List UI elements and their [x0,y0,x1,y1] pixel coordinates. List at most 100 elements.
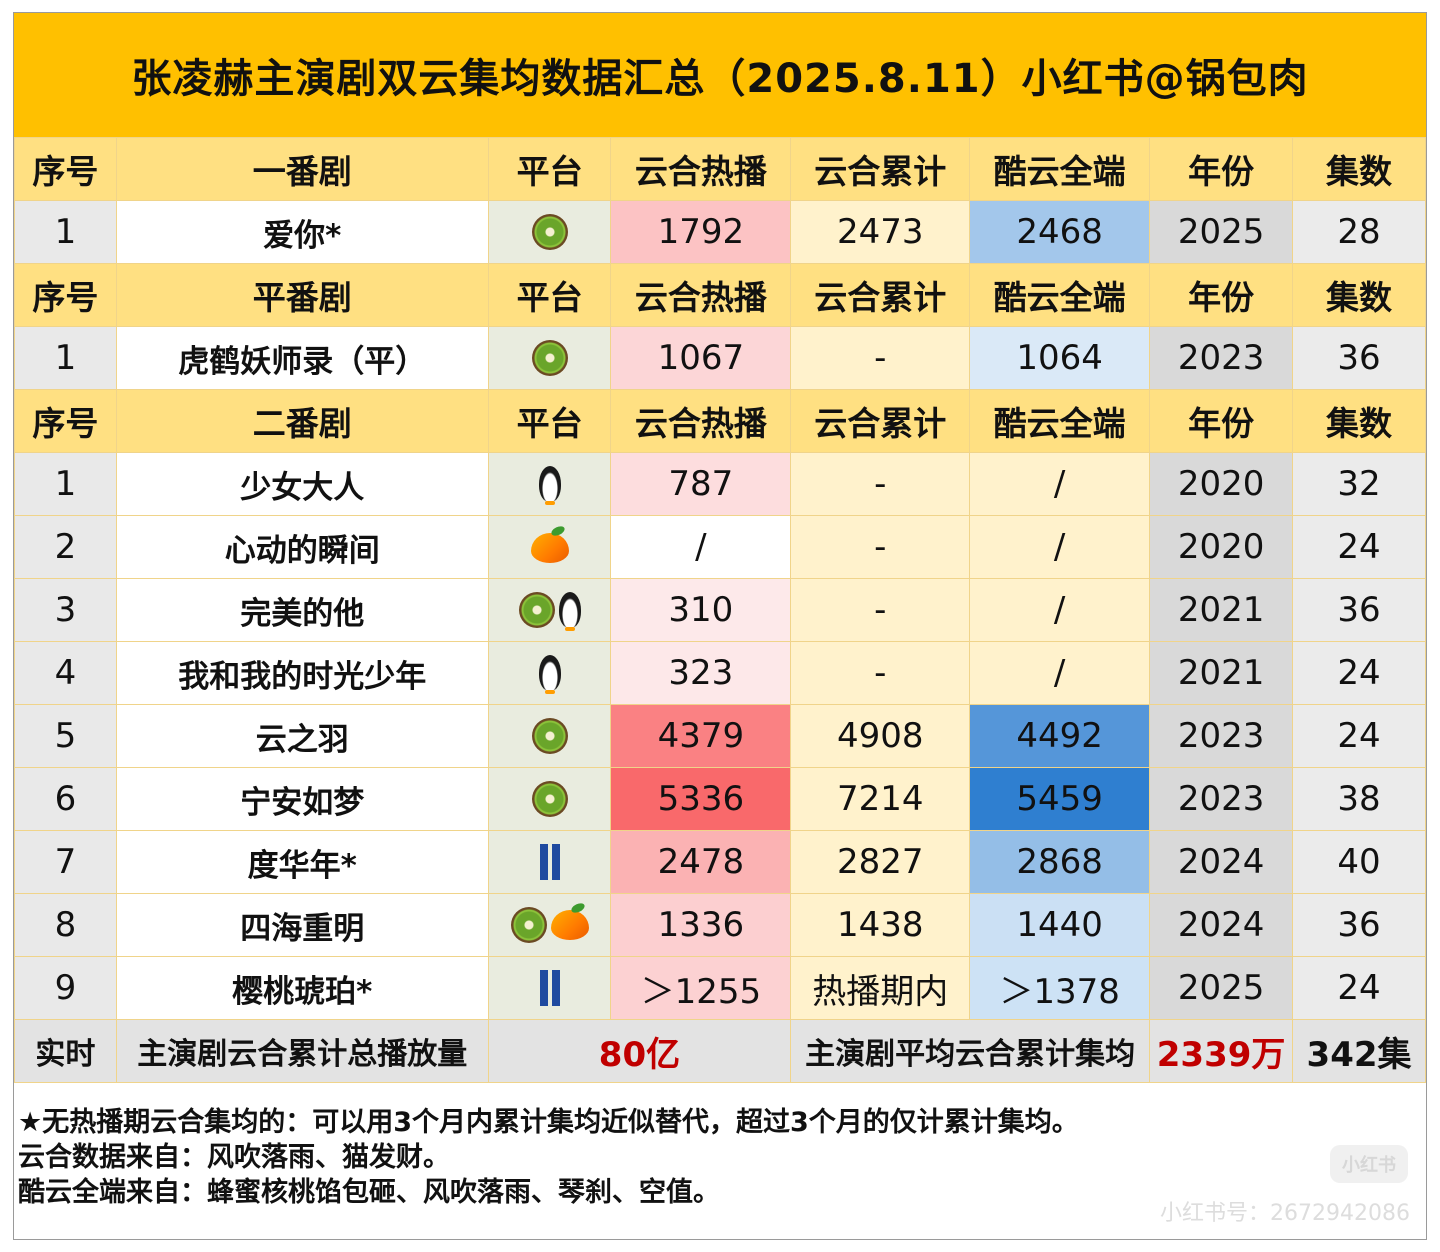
platform-cell [487,704,612,768]
platform-cell [487,956,612,1020]
kiwi-icon [531,781,568,818]
header-episodes: 集数 [1292,263,1426,327]
year-value: 2020 [1149,452,1294,516]
platform-cell [487,767,612,831]
kuyun-value: 4492 [969,704,1151,768]
drama-title: 少女大人 [115,452,489,516]
penguin-icon [538,655,561,695]
row-index: 9 [14,956,117,1020]
header-index: 序号 [14,389,117,453]
year-value: 2025 [1149,956,1294,1020]
table-row: 3 完美的他 310-/2021 36 [14,578,1426,642]
yunhe-hot-value: 323 [610,641,792,705]
platform-cell [487,641,612,705]
section-header-row: 序号 二番剧 平台 云合热播 云合累计 酷云全端 年份 集数 [14,389,1426,453]
episodes-value: 36 [1292,893,1426,957]
header-year: 年份 [1149,263,1294,327]
yunhe-hot-value: 5336 [610,767,792,831]
year-value: 2024 [1149,830,1294,894]
table-row: 2 心动的瞬间 / -/2020 24 [14,515,1426,579]
header-episodes: 集数 [1292,389,1426,453]
year-value: 2020 [1149,515,1294,579]
jeans-icon [539,844,560,881]
year-value: 2023 [1149,326,1294,390]
yunhe-hot-value: / [610,515,792,579]
yunhe-hot-value: 1067 [610,326,792,390]
header-category: 二番剧 [115,389,489,453]
footnote-line: 酷云全端来自：蜂蜜核桃馅包砸、风吹落雨、琴刹、空值。 [18,1177,720,1208]
episodes-value: 24 [1292,956,1426,1020]
platform-cell [487,830,612,894]
data-summary-sheet: 张凌赫主演剧双云集均数据汇总（2025.8.11）小红书@锅包肉 序号 一番剧 平台… [13,12,1427,1240]
kuyun-value: 5459 [969,767,1151,831]
yunhe-total-value: - [790,578,971,642]
total-plays-value: 80亿 [487,1019,792,1083]
xiaohongshu-id-watermark: 小红书号：2672942086 [1160,1201,1410,1226]
table-row: 6 宁安如梦 5336 7214 5459 2023 38 [14,767,1426,831]
header-category: 一番剧 [115,137,489,201]
yunhe-total-value: 1438 [790,893,971,957]
yunhe-total-value: - [790,326,971,390]
summary-row: 实时 主演剧云合累计总播放量 80亿 主演剧平均云合累计集均 2339万 342集 [14,1019,1426,1083]
row-index: 3 [14,578,117,642]
yunhe-hot-value: 4379 [610,704,792,768]
yunhe-total-value: - [790,452,971,516]
yunhe-total-value: 热播期内 [790,956,971,1020]
yunhe-total-value: - [790,641,971,705]
drama-title: 四海重明 [115,893,489,957]
yunhe-total-value: 4908 [790,704,971,768]
kuyun-value: / [969,515,1151,579]
table-row: 1 少女大人 787-/2020 32 [14,452,1426,516]
header-kuyun: 酷云全端 [969,137,1151,201]
mango-icon [550,910,589,941]
yunhe-hot-value: 310 [610,578,792,642]
header-yunhe-total: 云合累计 [790,263,971,327]
drama-title: 宁安如梦 [115,767,489,831]
penguin-icon [558,592,581,632]
year-value: 2021 [1149,641,1294,705]
header-yunhe-total: 云合累计 [790,389,971,453]
table-row: 1 爱你* 1792 2473 2468 2025 28 [14,200,1426,264]
episodes-value: 28 [1292,200,1426,264]
header-platform: 平台 [487,389,612,453]
row-index: 1 [14,326,117,390]
yunhe-total-value: 2827 [790,830,971,894]
yunhe-hot-value: ＞1255 [610,956,792,1020]
episodes-value: 24 [1292,641,1426,705]
header-platform: 平台 [487,137,612,201]
row-index: 6 [14,767,117,831]
drama-title: 虎鹤妖师录（平） [115,326,489,390]
summary-label: 实时 [14,1019,117,1083]
kuyun-value: 2868 [969,830,1151,894]
footnote-line: 云合数据来自：风吹落雨、猫发财。 [18,1142,450,1173]
episodes-value: 36 [1292,578,1426,642]
kuyun-value: 1440 [969,893,1151,957]
section-header-row: 序号 平番剧 平台 云合热播 云合累计 酷云全端 年份 集数 [14,263,1426,327]
row-index: 4 [14,641,117,705]
drama-title: 云之羽 [115,704,489,768]
header-yunhe-hot: 云合热播 [610,137,792,201]
header-platform: 平台 [487,263,612,327]
row-index: 2 [14,515,117,579]
kuyun-value: / [969,452,1151,516]
drama-title: 我和我的时光少年 [115,641,489,705]
table-row: 8 四海重明 1336 1438 1440 2024 36 [14,893,1426,957]
section-header-row: 序号 一番剧 平台 云合热播 云合累计 酷云全端 年份 集数 [14,137,1426,201]
episodes-value: 24 [1292,515,1426,579]
episodes-value: 24 [1292,704,1426,768]
xiaohongshu-logo-watermark: 小红书 [1330,1145,1408,1183]
header-yunhe-hot: 云合热播 [610,389,792,453]
header-yunhe-total: 云合累计 [790,137,971,201]
drama-title: 完美的他 [115,578,489,642]
episodes-value: 32 [1292,452,1426,516]
kiwi-icon [531,340,568,377]
header-yunhe-hot: 云合热播 [610,263,792,327]
row-index: 7 [14,830,117,894]
sheet-title: 张凌赫主演剧双云集均数据汇总（2025.8.11）小红书@锅包肉 [14,13,1426,137]
drama-title: 樱桃琥珀* [115,956,489,1020]
kuyun-value: / [969,641,1151,705]
platform-cell [487,893,612,957]
header-index: 序号 [14,263,117,327]
yunhe-hot-value: 787 [610,452,792,516]
yunhe-hot-value: 1336 [610,893,792,957]
